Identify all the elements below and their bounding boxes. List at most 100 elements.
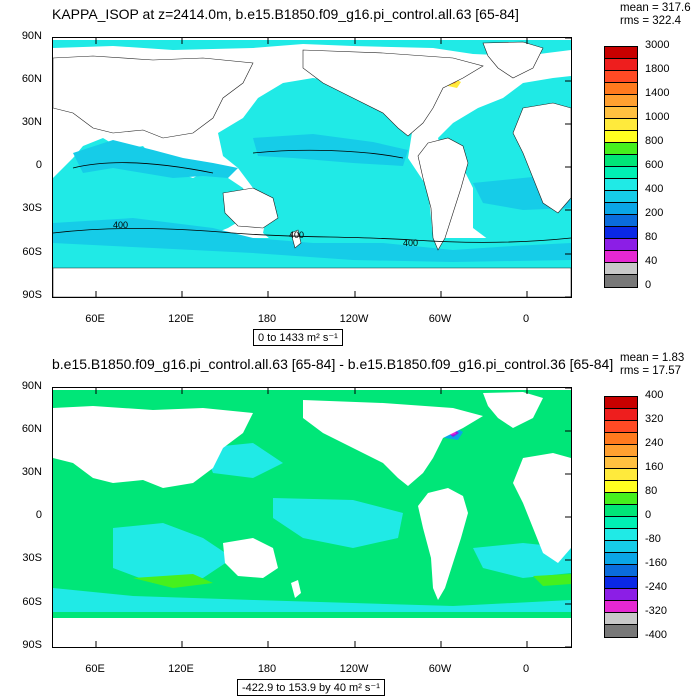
land-new-zealand — [290, 229, 302, 249]
x-tick-label: 0 — [522, 313, 530, 325]
colorbar-label: -160 — [645, 557, 668, 569]
y-tick-label: 90N — [21, 30, 42, 42]
map-plot — [52, 387, 572, 648]
land-south-america — [418, 488, 468, 600]
stat-rms: rms = 322.4 — [620, 15, 682, 27]
colorbar-label: 0 — [645, 279, 652, 291]
y-tick-label: 90N — [21, 380, 42, 392]
colorbar-label: 320 — [645, 413, 664, 425]
colorbar-swatch — [605, 469, 637, 481]
colorbar-swatch — [605, 517, 637, 529]
ocean-cyan-patch — [203, 443, 283, 478]
colorbar-swatch — [605, 541, 637, 553]
map-plot: 400 400 400 — [52, 37, 572, 298]
y-tick-label: 30S — [22, 552, 42, 564]
colorbar-label: 160 — [645, 461, 664, 473]
colorbar-label: -240 — [645, 581, 668, 593]
map-svg: 400 400 400 — [53, 38, 571, 297]
colorbar-swatch — [605, 433, 637, 445]
colorbar-swatch — [605, 83, 637, 95]
contour-label: 400 — [113, 220, 128, 230]
land-antarctica — [53, 618, 571, 647]
colorbar-label: 40 — [645, 255, 658, 267]
colorbar-label: 240 — [645, 437, 664, 449]
colorbar-swatch — [605, 131, 637, 143]
data-range-label: 0 to 1433 m² s⁻¹ — [253, 329, 343, 346]
colorbar-swatch — [605, 625, 637, 637]
colorbar-swatch — [605, 191, 637, 203]
stats: mean = 1.83 rms = 17.57 — [620, 352, 684, 378]
ocean-lime-patch — [533, 574, 571, 586]
ocean-cyan-patch — [53, 588, 571, 612]
colorbar-swatch — [605, 481, 637, 493]
map-svg — [53, 388, 571, 647]
colorbar-label: 600 — [645, 159, 664, 171]
colorbar-swatch — [605, 119, 637, 131]
colorbar-label: 80 — [645, 231, 658, 243]
land-mask — [53, 392, 571, 647]
y-tick-label: 30S — [22, 202, 42, 214]
ocean-tropical-pacific — [253, 134, 408, 166]
colorbar-swatch — [605, 155, 637, 167]
colorbar-swatch — [605, 215, 637, 227]
contour-400-south — [53, 228, 571, 243]
panel-difference: b.e15.B1850.f09_g16.pi_control.all.63 [6… — [0, 350, 700, 700]
axis-ticks — [95, 388, 571, 647]
colorbar-swatch — [605, 409, 637, 421]
colorbar-label: 800 — [645, 135, 664, 147]
colorbar-swatch — [605, 529, 637, 541]
ocean-acc-band — [53, 218, 571, 262]
colorbar-swatch — [605, 95, 637, 107]
axis-ticks — [95, 38, 571, 297]
contour-label: 400 — [403, 238, 418, 248]
panel-kappa-isop: KAPPA_ISOP at z=2414.0m, b.e15.B1850.f09… — [21, 2, 691, 346]
data-range-label: -422.9 to 153.9 by 40 m² s⁻¹ — [237, 679, 385, 696]
contour-lines — [53, 149, 571, 243]
x-tick-label: 120W — [339, 663, 369, 675]
stat-rms: rms = 17.57 — [620, 365, 682, 377]
colorbar-swatch — [605, 251, 637, 263]
contour-400-pacific — [252, 149, 404, 159]
contour-label: 400 — [289, 230, 304, 240]
y-tick-label: 60S — [22, 246, 42, 258]
ocean-cyan-patch — [273, 498, 403, 548]
x-tick-label: 120E — [168, 663, 194, 675]
colorbar-swatch — [605, 505, 637, 517]
ocean-lime-patch — [133, 574, 213, 588]
y-tick-label: 30N — [21, 466, 42, 478]
land-greenland — [482, 41, 544, 79]
stats: mean = 317.6 rms = 322.4 — [620, 2, 691, 28]
colorbar-swatch — [605, 59, 637, 71]
ocean-southeast-asia — [73, 140, 238, 178]
colorbar-swatch — [605, 601, 637, 613]
colorbar-label: 1400 — [645, 87, 670, 99]
y-tick-label: 60N — [21, 423, 42, 435]
colorbar-swatch — [605, 457, 637, 469]
x-tick-label: 60W — [428, 313, 452, 325]
colorbar-swatch — [605, 275, 637, 287]
colorbar-label: -320 — [645, 605, 668, 617]
colorbar-swatch — [605, 613, 637, 625]
y-tick-label: 0 — [35, 159, 42, 171]
colorbar-swatch — [605, 445, 637, 457]
panel-title: b.e15.B1850.f09_g16.pi_control.all.63 [6… — [52, 356, 614, 372]
colorbar — [604, 396, 638, 638]
colorbar-swatch — [605, 577, 637, 589]
colorbar-swatch — [605, 47, 637, 59]
land-eurasia — [53, 55, 254, 139]
land-antarctica — [53, 267, 571, 297]
land-north-america — [302, 49, 484, 137]
colorbar-label: 1800 — [645, 63, 670, 75]
colorbar-label: 200 — [645, 207, 664, 219]
y-tick-label: 60S — [22, 596, 42, 608]
land-new-zealand — [291, 580, 301, 598]
x-tick-label: 180 — [257, 313, 277, 325]
colorbar-label: 400 — [645, 183, 664, 195]
colorbar-swatch — [605, 239, 637, 251]
y-tick-label: 90S — [22, 289, 42, 301]
y-tick-label: 0 — [35, 509, 42, 521]
x-tick-label: 60E — [85, 313, 105, 325]
colorbar-swatch — [605, 143, 637, 155]
colorbar-label: 3000 — [645, 39, 670, 51]
land-australia — [222, 187, 279, 229]
